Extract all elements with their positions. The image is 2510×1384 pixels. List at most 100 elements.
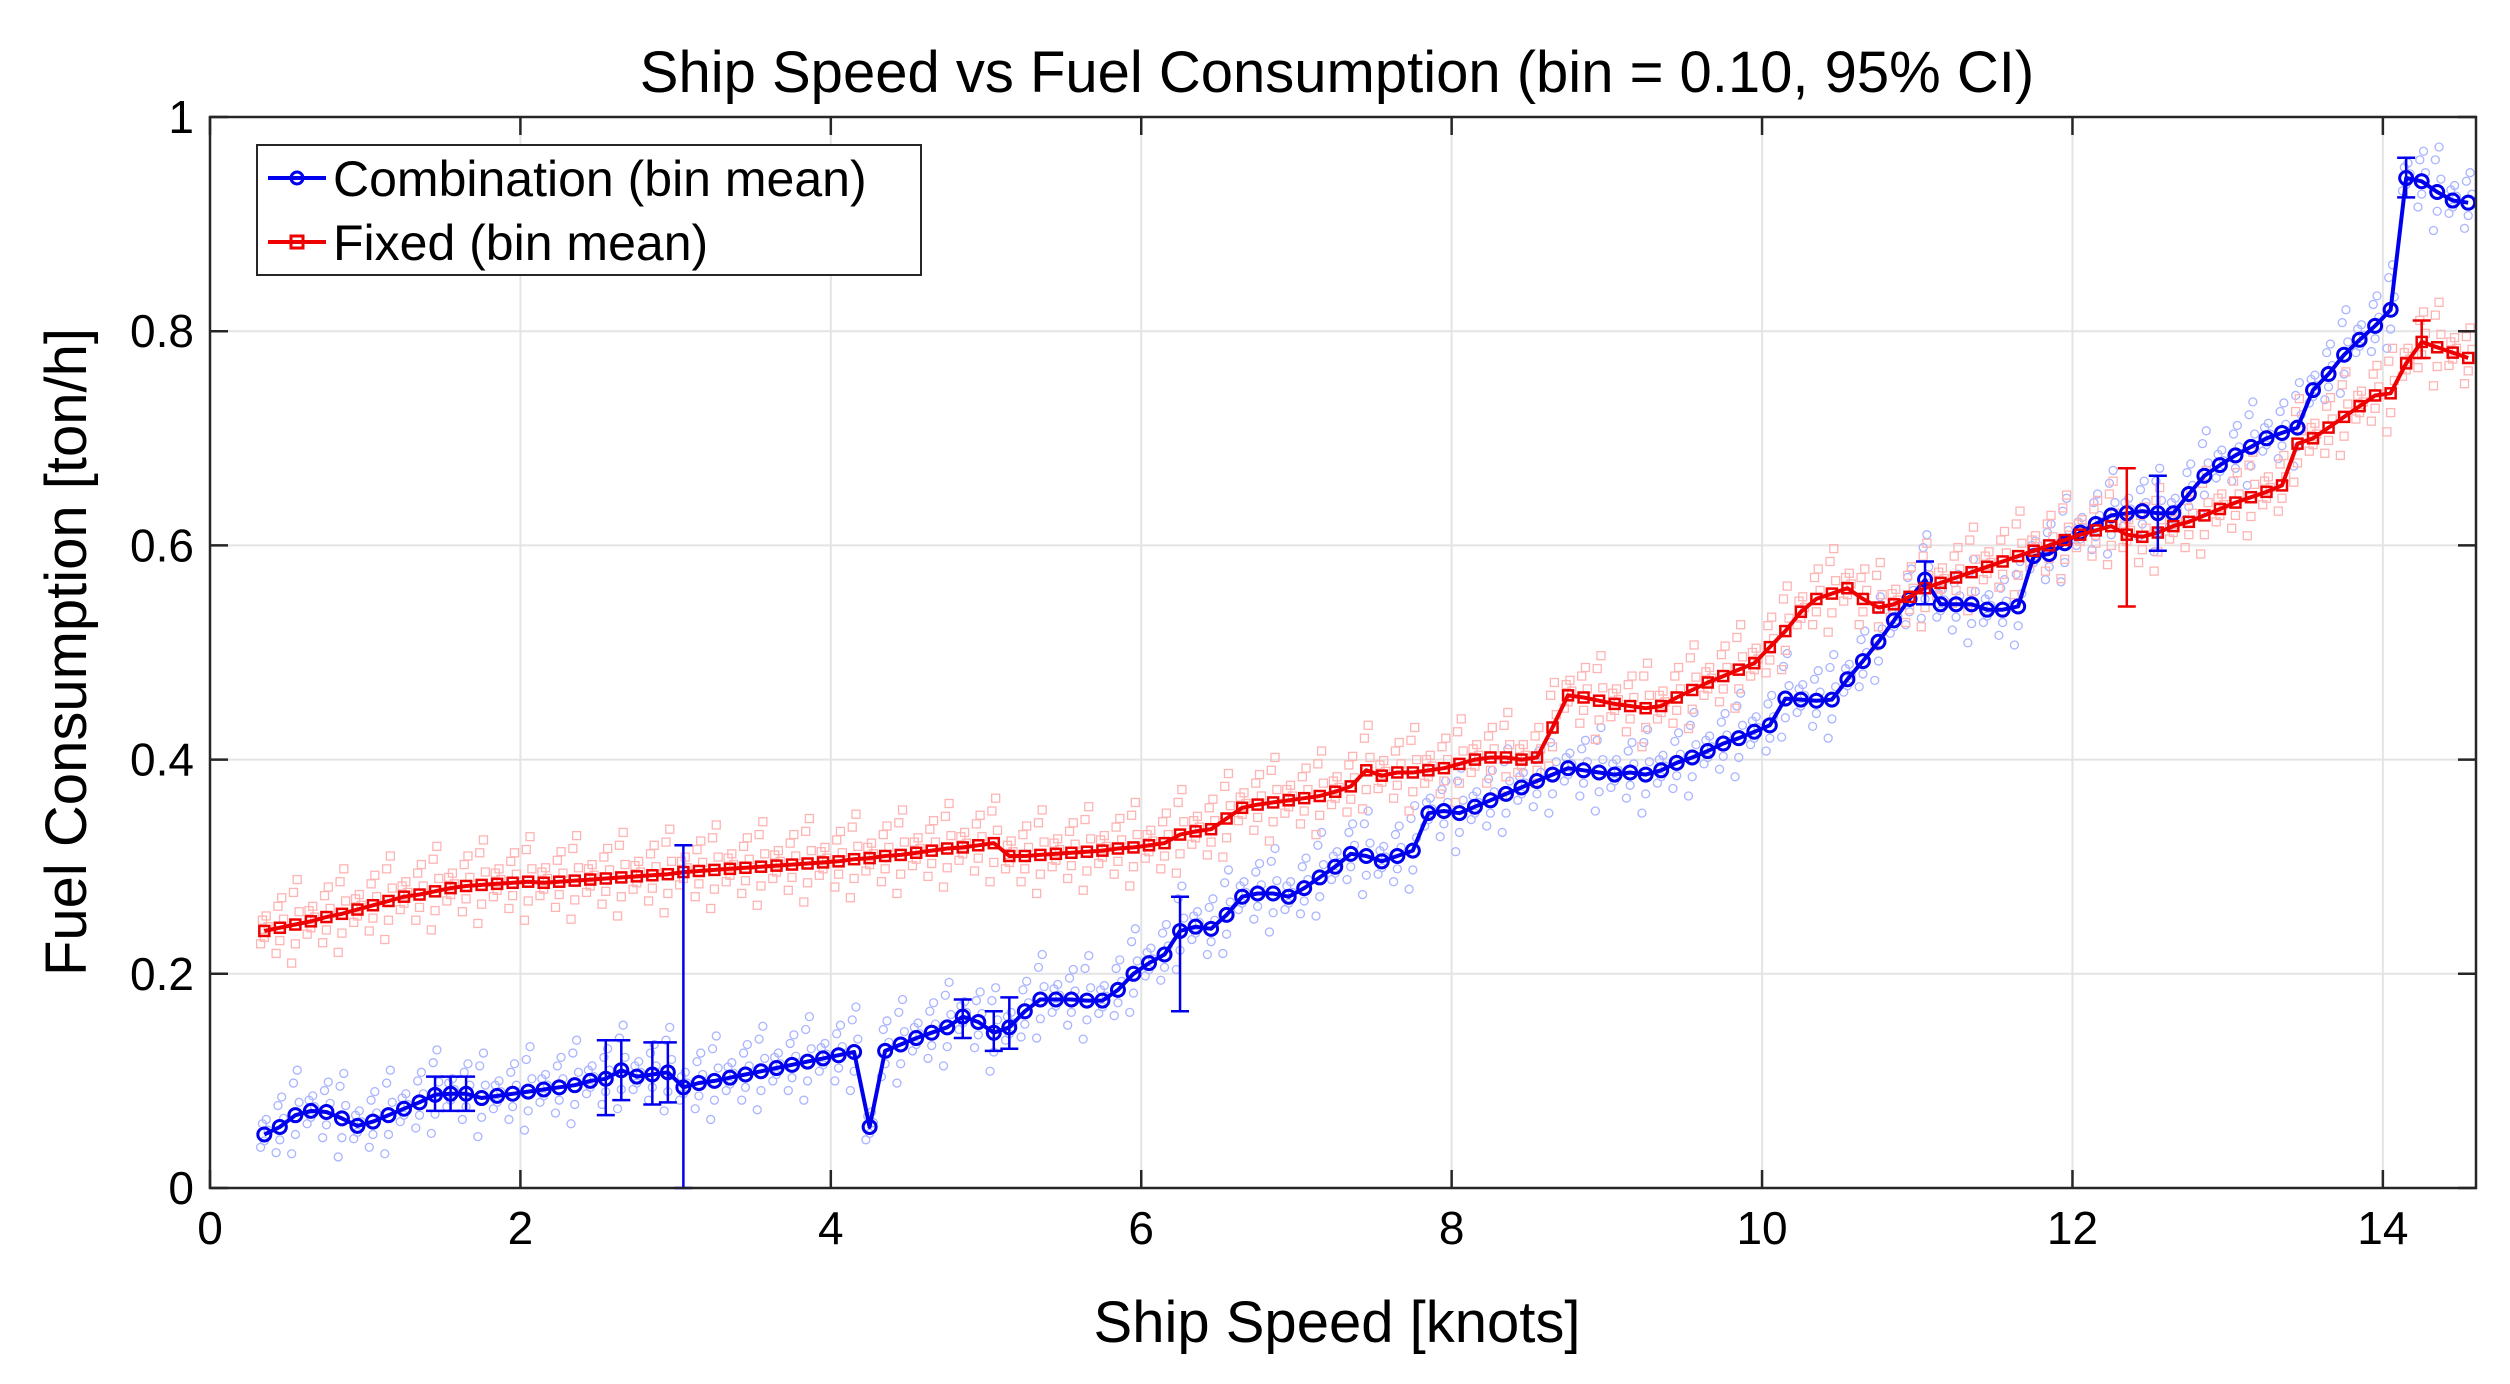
y-tick-label-1: 0.2 [130,948,194,1000]
raw-point-1-116-3 [2061,490,2072,500]
raw-point-1-113-1 [2011,519,2021,529]
data-point-0-92 [1684,749,1701,766]
raw-point-0-22-1 [599,1052,609,1062]
raw-point-0-131-3 [2294,377,2305,388]
raw-point-0-23-0 [612,1104,623,1114]
raw-point-0-40-1 [878,1024,888,1035]
data-point-1-4 [320,910,333,924]
raw-point-1-30-3 [727,849,737,859]
raw-point-1-50-0 [1031,888,1042,899]
raw-point-1-116-4 [2063,522,2074,532]
data-point-0-130 [2273,424,2290,441]
raw-point-1-61-2 [1206,837,1216,847]
raw-point-1-52-0 [1063,873,1073,884]
raw-point-1-125-4 [2203,497,2213,508]
raw-point-1-11-1 [428,854,438,864]
raw-point-0-29-2 [709,1095,720,1105]
raw-point-1-85-2 [1578,705,1589,715]
raw-point-1-62-0 [1218,852,1228,862]
data-point-1-59 [1173,828,1187,841]
raw-point-1-15-2 [492,885,502,895]
raw-point-0-113-0 [2009,640,2020,650]
raw-point-1-48-2 [1004,857,1014,868]
raw-point-1-116-2 [2060,554,2070,564]
raw-point-1-80-1 [1499,720,1509,730]
data-point-0-68 [1311,869,1328,886]
raw-point-0-29-1 [707,1044,718,1054]
data-point-0-53 [1078,992,1095,1009]
raw-point-1-26-4 [666,856,677,866]
raw-point-1-141-3 [2449,332,2460,343]
raw-point-1-12-3 [447,868,458,878]
data-point-1-43 [925,844,938,857]
raw-point-1-71-1 [1359,733,1370,743]
raw-point-0-19-3 [556,1052,566,1062]
raw-point-0-92-1 [1685,720,1695,730]
data-point-0-30 [721,1069,738,1086]
x-tick-label-5: 10 [1736,1202,1787,1254]
raw-point-1-94-2 [1718,684,1728,694]
raw-point-0-49-0 [1016,1032,1026,1042]
raw-point-0-139-3 [2418,146,2429,156]
raw-point-1-4-3 [323,882,333,892]
raw-point-1-109-3 [1953,542,1963,553]
raw-point-1-134-2 [2339,431,2349,441]
raw-point-1-58-3 [1161,808,1172,818]
raw-point-1-20-2 [570,895,580,905]
raw-point-0-4-0 [318,1133,328,1143]
raw-point-1-62-1 [1220,781,1230,792]
raw-point-0-98-0 [1776,732,1787,742]
raw-point-0-82-0 [1528,802,1538,812]
raw-point-0-113-1 [2011,569,2021,579]
raw-point-1-99-3 [1798,592,1808,602]
raw-point-1-38-1 [847,822,857,832]
raw-point-0-59-3 [1177,881,1187,891]
data-point-0-91 [1668,754,1685,771]
raw-point-1-32-4 [760,849,770,859]
raw-point-1-22-0 [597,899,607,909]
raw-point-0-95-0 [1730,772,1740,782]
raw-point-1-98-0 [1776,664,1787,675]
raw-point-1-104-1 [1871,570,1882,581]
raw-point-0-19-1 [552,1061,562,1071]
raw-point-0-94-1 [1716,717,1727,727]
raw-point-1-28-3 [696,836,706,846]
raw-point-1-23-4 [620,859,630,870]
raw-point-1-131-2 [2292,458,2303,468]
raw-point-1-41-1 [894,818,904,828]
raw-point-1-122-1 [2151,495,2161,506]
axes [208,115,2478,1190]
data-point-1-41 [894,848,907,862]
raw-point-0-44-0 [938,1061,949,1071]
data-point-0-132 [2305,382,2322,399]
data-point-0-0 [256,1126,273,1143]
raw-point-1-61-3 [1208,794,1218,804]
data-point-1-70 [1344,780,1358,793]
raw-point-1-19-0 [550,902,561,913]
data-point-0-21 [582,1072,599,1089]
raw-point-1-47-4 [992,825,1003,835]
raw-point-1-142-0 [2459,379,2470,389]
raw-point-0-66-3 [1285,877,1296,887]
data-point-1-64 [1251,798,1264,811]
x-tick-label-4: 8 [1439,1202,1465,1254]
raw-point-0-41-4 [899,1026,910,1037]
raw-point-0-50-0 [1031,1033,1042,1043]
raw-point-1-60-2 [1190,833,1201,843]
data-point-1-63 [1235,801,1249,815]
raw-point-1-127-0 [2227,523,2237,533]
raw-point-1-83-1 [1546,690,1556,700]
raw-point-1-136-3 [2372,360,2382,371]
raw-point-1-22-2 [601,886,611,896]
raw-point-0-136-1 [2368,299,2378,310]
raw-point-0-67-2 [1299,896,1309,906]
raw-point-0-47-3 [991,983,1001,993]
data-point-1-85 [1577,691,1590,704]
raw-point-1-2-3 [292,874,302,885]
raw-point-0-38-0 [845,1085,856,1096]
raw-point-0-30-3 [727,1058,737,1068]
data-point-0-94 [1715,735,1732,752]
raw-point-0-43-2 [927,1040,937,1051]
raw-point-0-53-3 [1084,950,1094,961]
raw-point-1-57-3 [1146,825,1156,835]
